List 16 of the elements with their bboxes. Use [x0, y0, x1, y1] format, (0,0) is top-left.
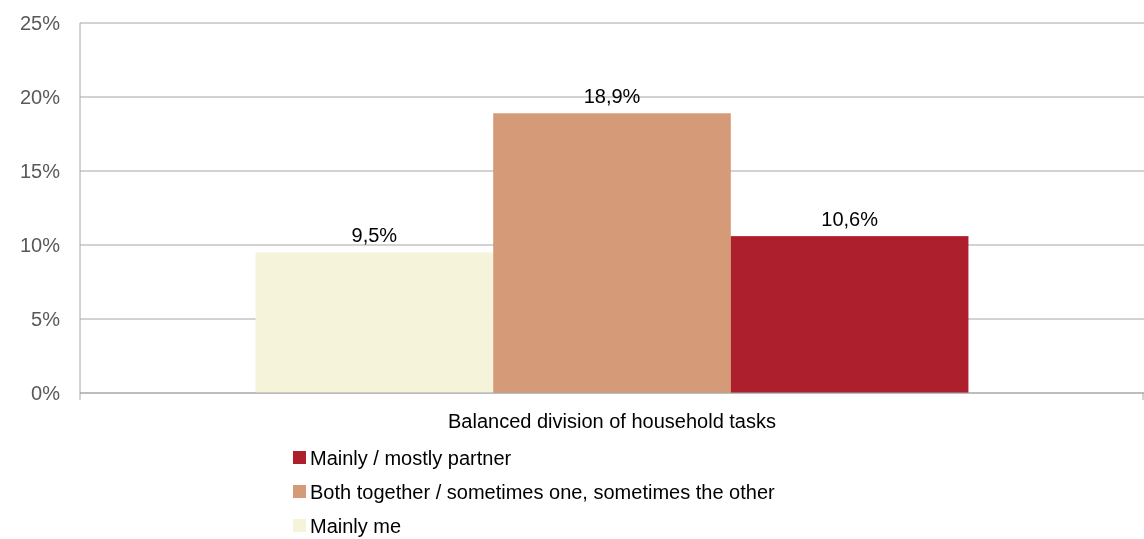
y-tick-label: 25% [19, 12, 61, 34]
legend-label: Mainly me [310, 515, 402, 537]
bar [730, 236, 969, 393]
y-tick-label: 20% [19, 86, 61, 108]
y-tick-label: 0% [31, 382, 61, 404]
data-label: 10,6% [821, 208, 879, 231]
bar [255, 252, 494, 393]
legend-label: Both together / sometimes one, sometimes the other [310, 481, 776, 503]
bar [493, 113, 731, 393]
data-label: 9,5% [351, 224, 398, 247]
y-tick-label: 5% [31, 308, 61, 330]
legend-label: Mainly / mostly partner [310, 447, 512, 469]
y-tick-label: 10% [19, 234, 61, 256]
data-label: 18,9% [583, 85, 641, 108]
y-tick-label: 15% [19, 160, 61, 182]
x-tick-label: Balanced division of household tasks [448, 410, 776, 432]
